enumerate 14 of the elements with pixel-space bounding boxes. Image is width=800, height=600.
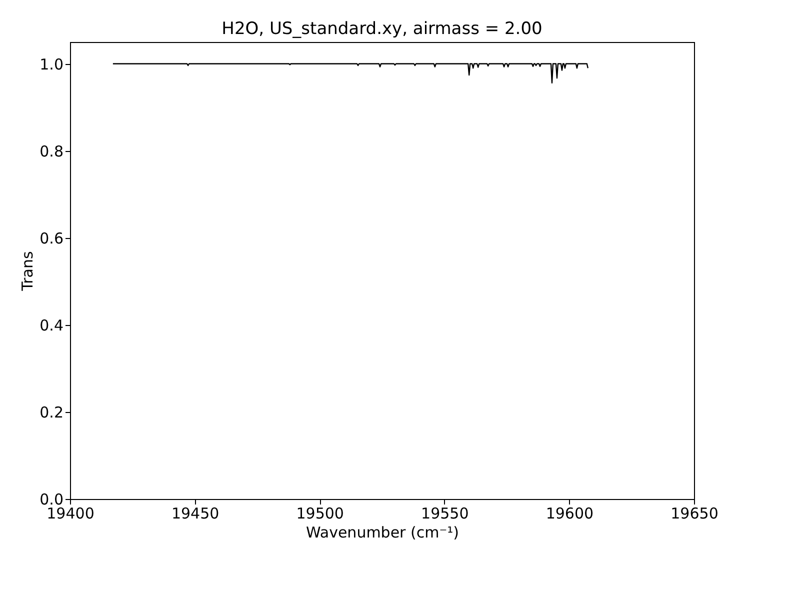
x-tick-label: 19550 xyxy=(421,504,469,522)
y-tick-label: 0.2 xyxy=(40,403,64,422)
x-tick-label: 19500 xyxy=(296,504,344,522)
y-tick-label: 0.8 xyxy=(40,142,64,160)
y-axis-title: Trans xyxy=(18,250,37,292)
x-tick-label: 19650 xyxy=(670,504,718,522)
y-tick-label: 0.4 xyxy=(40,316,64,334)
x-axis-title: Wavenumber (cm⁻¹) xyxy=(306,524,459,542)
y-tick-label: 0.6 xyxy=(40,229,64,248)
chart-title: H2O, US_standard.xy, airmass = 2.00 xyxy=(222,19,542,39)
x-tick-label: 19450 xyxy=(171,504,220,522)
y-tick-label: 1.0 xyxy=(40,55,64,74)
line-series xyxy=(112,63,589,84)
x-tick-label: 19600 xyxy=(546,504,594,522)
